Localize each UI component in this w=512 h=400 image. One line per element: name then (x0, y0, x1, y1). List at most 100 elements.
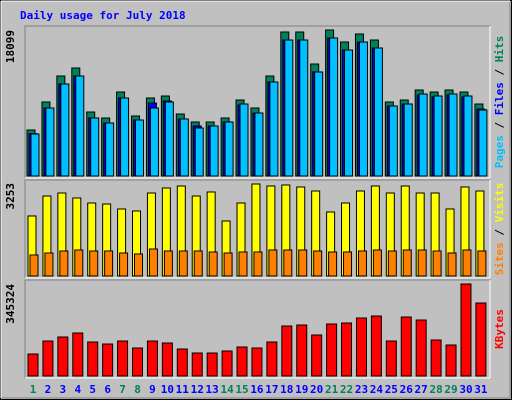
bar (90, 117, 100, 177)
bar (178, 250, 188, 277)
bar (358, 41, 368, 177)
bar (132, 347, 144, 377)
legend-entry: Files (493, 82, 506, 115)
bar (221, 350, 233, 377)
bar (268, 249, 278, 277)
x-tick-label: 13 (206, 383, 219, 396)
bar (266, 341, 278, 377)
x-tick-label: 24 (370, 383, 384, 396)
bar (135, 119, 145, 177)
x-tick-label: 14 (220, 383, 234, 396)
x-tick-label: 3 (60, 383, 67, 396)
x-tick-label: 23 (355, 383, 368, 396)
bar (477, 250, 487, 277)
bar (253, 251, 263, 277)
bar (29, 254, 39, 277)
x-tick-label: 20 (310, 383, 323, 396)
bar (30, 133, 40, 177)
x-tick-label: 8 (134, 383, 141, 396)
bar (475, 302, 487, 377)
x-tick-label: 27 (415, 383, 428, 396)
bar (120, 97, 130, 177)
legend-separator: / (493, 222, 506, 242)
x-tick-label: 10 (161, 383, 174, 396)
bar (298, 249, 308, 277)
x-tick-label: 31 (474, 383, 488, 396)
bar (206, 352, 218, 377)
bar (341, 322, 353, 377)
x-tick-label: 28 (429, 383, 442, 396)
y-tick-label: 3253 (4, 183, 17, 210)
bar (372, 249, 382, 277)
bar (283, 249, 293, 277)
bar (134, 253, 144, 277)
bar (328, 251, 338, 277)
bar (161, 342, 173, 377)
bar (269, 81, 279, 177)
bar (251, 347, 263, 377)
chart-title: Daily usage for July 2018 (20, 9, 186, 22)
bar (400, 316, 412, 377)
bar (373, 47, 383, 177)
bar (119, 252, 129, 277)
bar (402, 249, 412, 277)
x-tick-label: 18 (280, 383, 293, 396)
bar (478, 109, 488, 177)
bar (385, 340, 397, 377)
x-tick-label: 12 (191, 383, 204, 396)
bar (415, 319, 427, 377)
legend-entry: KBytes (493, 309, 506, 349)
legend-entry: Pages (493, 135, 506, 168)
x-tick-label: 5 (89, 383, 96, 396)
bar (105, 122, 115, 177)
bar (223, 252, 233, 277)
x-tick-label: 9 (149, 383, 156, 396)
x-tick-label: 6 (104, 383, 111, 396)
bar (72, 332, 84, 377)
y-tick-label: 18099 (4, 30, 17, 63)
bar (194, 127, 204, 177)
bar (104, 250, 114, 277)
legend-entry: Hits (493, 36, 506, 63)
legend-separator: / (493, 115, 506, 135)
bar (179, 118, 189, 177)
x-tick-label: 21 (325, 383, 339, 396)
bar (314, 71, 324, 177)
bar (191, 352, 203, 377)
x-tick-label: 26 (400, 383, 414, 396)
bar (343, 251, 353, 277)
bar (281, 325, 293, 377)
bar (329, 37, 339, 177)
x-tick-label: 4 (74, 383, 81, 396)
bar (117, 340, 129, 377)
legend-entry: Visits (493, 183, 506, 223)
x-tick-label: 19 (295, 383, 308, 396)
bar (148, 248, 158, 277)
bar (417, 249, 427, 277)
x-tick-label: 29 (444, 383, 457, 396)
bar (462, 249, 472, 277)
bar (311, 334, 323, 377)
bar (418, 93, 428, 177)
bar (164, 101, 174, 177)
bar (370, 315, 382, 377)
bar (102, 343, 114, 377)
legend: Sites / Visits (493, 183, 506, 276)
bar (208, 251, 218, 277)
bar (239, 103, 249, 177)
legend-entry: Sites (493, 242, 506, 275)
x-tick-label: 2 (45, 383, 52, 396)
bar (89, 250, 99, 277)
bar (344, 49, 354, 177)
x-tick-label: 22 (340, 383, 353, 396)
bar (149, 107, 159, 177)
bar (433, 95, 443, 177)
x-tick-label: 7 (119, 383, 126, 396)
bar (430, 339, 442, 377)
bar (463, 95, 473, 177)
bar (236, 346, 248, 377)
bar (59, 250, 69, 277)
x-tick-label: 15 (235, 383, 248, 396)
legend: KBytes (493, 309, 506, 349)
